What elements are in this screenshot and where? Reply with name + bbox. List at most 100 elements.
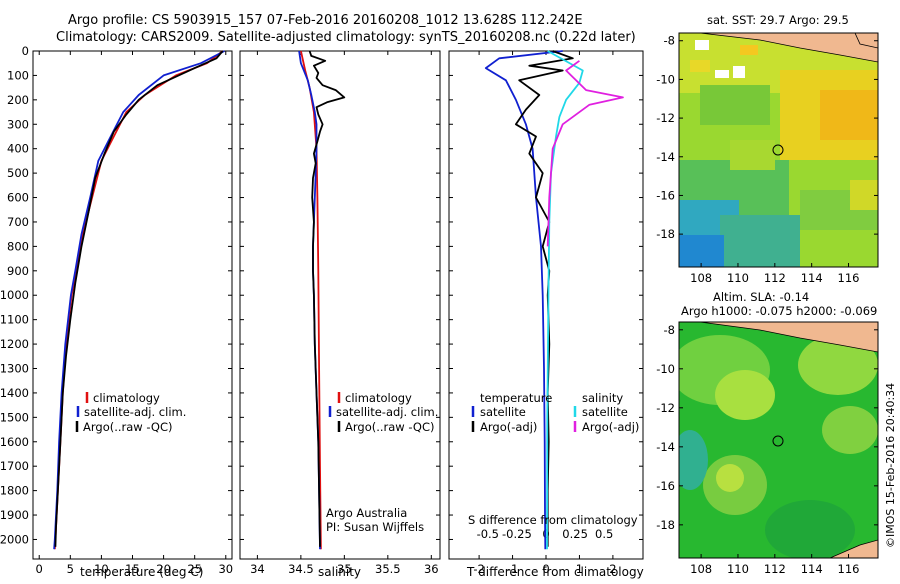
sla-map-image [679,322,878,558]
legend-t-satellite-label: satellite [480,405,526,419]
map-lon-label: 116 [838,562,860,576]
diff-xtick-label: 1 [576,562,583,576]
difference-plot-frame [448,50,644,560]
salinity-legend: climatology satellite-adj. clim. Argo(..… [328,391,438,434]
map-lat-label: -10 [656,72,675,86]
map-lon-label: 110 [727,271,749,285]
difference-xlabel: T difference from climatology [466,565,644,579]
sla-float-marker [772,435,784,447]
sal-xtick-label: 36 [424,562,439,576]
salinity-panel: 34 34.5 35 35.5 36 salinity climatology sate… [239,50,441,579]
legend-s-argo-label: Argo(-adj) [582,420,639,434]
sal-legend-argo-label: Argo(..raw -QC) [345,420,435,434]
depth-tick-label: 2000 [0,532,29,546]
series-line-climatology [300,50,322,550]
temperature-panel: 0100200300400500600700800900100011001200… [0,44,233,579]
legend-s-satellite-label: satellite [582,405,628,419]
diff-xtick-label: 0 [542,562,549,576]
sst-map-title: sat. SST: 29.7 Argo: 29.5 [707,13,849,27]
depth-tick-label: 300 [7,117,29,131]
map-lat-label: -12 [656,111,675,125]
series-line-satellite-adj-clim- [298,50,321,550]
sst-float-marker [772,144,784,156]
temp-xtick-label: 20 [156,562,171,576]
temp-xtick-label: 10 [94,562,109,576]
map-lon-label: 108 [690,271,712,285]
map-lat-label: -14 [656,150,675,164]
salinity-plot-frame [239,50,441,560]
depth-tick-label: 700 [7,215,29,229]
sal-xtick-label: 34 [250,562,265,576]
depth-tick-label: 800 [7,239,29,253]
sal-legend-climatology-label: climatology [345,391,412,405]
map-lon-label: 114 [801,562,823,576]
sst-map-panel: sat. SST: 29.7 Argo: 29.5 [656,13,879,285]
depth-tick-label: 0 [22,44,29,58]
legend-climatology-label: climatology [93,391,160,405]
imos-watermark: ©IMOS 15-Feb-2016 20:40:34 [884,383,897,548]
depth-tick-label: 200 [7,93,29,107]
temperature-legend: climatology satellite-adj. clim. Argo(..… [75,391,186,434]
sst-map-image [679,33,878,267]
series-line-s-satellite [546,50,584,550]
legend-satellite-label: satellite-adj. clim. [84,405,186,419]
map-lat-label: -18 [656,518,675,532]
series-line-s-argo-adj- [546,60,624,247]
depth-tick-label: 1100 [0,313,29,327]
temp-xtick-label: 30 [218,562,233,576]
depth-tick-label: 500 [7,166,29,180]
diff-xtick-label: -2 [473,562,484,576]
map-lat-label: -14 [656,440,675,454]
temp-xtick-label: 0 [36,562,43,576]
legend-salinity-title: salinity [582,391,623,405]
s-diff-tick-label: 0.5 [595,527,613,541]
depth-tick-label: 1000 [0,288,29,302]
s-diff-tick-label: -0.5 [477,527,499,541]
depth-tick-label: 600 [7,191,29,205]
map-lon-label: 116 [838,271,860,285]
legend-t-argo-label: Argo(-adj) [480,420,537,434]
legend-argo-label: Argo(..raw -QC) [83,420,173,434]
s-diff-tick-label: -0.25 [502,527,532,541]
series-line-argo-raw-qc- [54,50,224,547]
map-lon-label: 110 [727,562,749,576]
depth-tick-label: 900 [7,264,29,278]
sal-legend-satellite-label: satellite-adj. clim. [336,405,438,419]
sla-map-frame [678,321,879,559]
map-lon-label: 114 [801,271,823,285]
header-line-2: Climatology: CARS2009. Satellite-adjuste… [56,30,636,45]
temperature-xlabel: temperature (deg C) [80,565,203,579]
sal-xtick-label: 35.5 [375,562,401,576]
depth-tick-label: 1800 [0,484,29,498]
series-line-climatology [53,50,224,550]
header-line-1: Argo profile: CS 5903915_157 07-Feb-2016… [68,13,583,28]
map-lat-label: -16 [656,188,675,202]
sal-xtick-label: 35 [337,562,352,576]
pi-annotation: PI: Susan Wijffels [326,520,424,534]
depth-tick-label: 1300 [0,362,29,376]
series-line-satellite-adj-clim- [53,50,225,550]
depth-tick-label: 100 [7,68,29,82]
depth-tick-label: 1600 [0,435,29,449]
map-lat-label: -12 [656,401,675,415]
legend-temperature-title: temperature [480,391,552,405]
map-lat-label: -18 [656,227,675,241]
s-difference-label: S difference from climatology [468,513,638,527]
difference-panel: -2 -1 0 1 2 -0.5 -0.25 0 0.25 0.5 T difference f… [448,50,644,579]
depth-tick-label: 400 [7,142,29,156]
sst-map-frame [678,32,879,268]
sal-xtick-label: 34.5 [288,562,314,576]
difference-legend: temperature satellite Argo(-adj) salinit… [471,391,639,434]
argo-australia-annotation: Argo Australia [326,506,407,520]
map-lat-label: -8 [664,34,675,48]
map-lat-label: -8 [664,323,675,337]
depth-tick-label: 1500 [0,410,29,424]
depth-tick-label: 1400 [0,386,29,400]
sla-map-title-2: Argo h1000: -0.075 h2000: -0.069 [681,304,877,318]
map-lat-label: -10 [656,362,675,376]
series-line-argo-raw-qc- [308,50,346,547]
temp-xtick-label: 25 [187,562,202,576]
map-lon-label: 112 [764,271,786,285]
diff-xtick-label: -1 [507,562,518,576]
